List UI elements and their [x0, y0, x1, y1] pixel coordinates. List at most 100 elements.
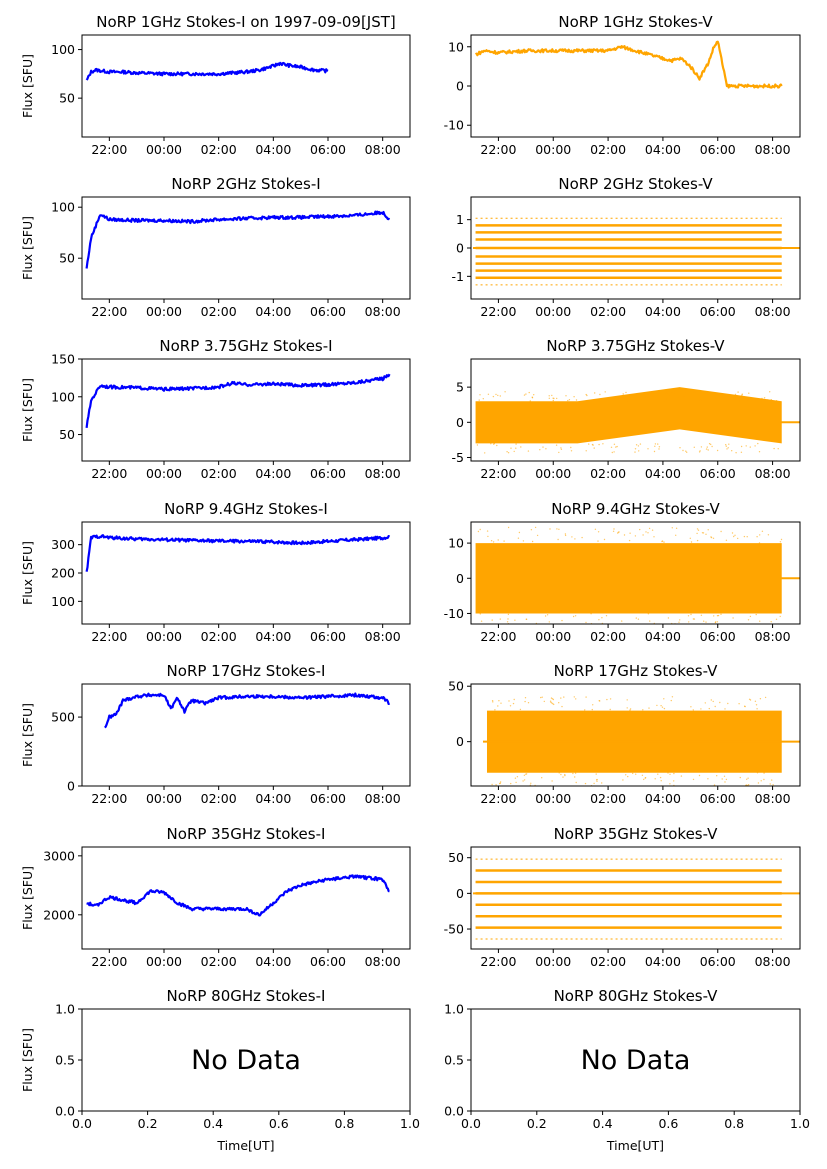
series-point: [493, 443, 495, 445]
series-point: [724, 708, 726, 710]
series-point: [595, 773, 597, 775]
x-tick-label: 0.2: [527, 1116, 547, 1131]
series-point: [597, 540, 599, 542]
chart-title: NoRP 17GHz Stokes-I: [167, 662, 326, 680]
series-point: [560, 448, 563, 450]
series-point: [613, 451, 615, 453]
series-point: [592, 444, 594, 446]
series-point: [575, 399, 578, 401]
x-tick-label: 00:00: [146, 142, 182, 157]
x-tick-label: 08:00: [365, 304, 401, 319]
series-point: [626, 699, 628, 701]
series-point: [747, 398, 749, 400]
series-point: [573, 396, 575, 398]
y-tick-label: 100: [51, 200, 75, 215]
plot-area: [473, 217, 800, 286]
y-tick-label: 50: [448, 850, 464, 865]
series-point: [573, 696, 575, 698]
series-point: [629, 532, 631, 534]
series-point: [531, 397, 534, 399]
series-point: [760, 780, 762, 782]
series-point: [495, 393, 497, 396]
series-point: [634, 535, 637, 537]
x-tick-label: 08:00: [365, 142, 401, 157]
series-point: [536, 534, 539, 537]
x-tick-label: 02:00: [201, 466, 237, 481]
x-tick-label: 04:00: [645, 304, 681, 319]
x-tick-label: 22:00: [480, 629, 516, 644]
panel-0: 22:00 00:00 02:00 04:00 06:00 08:00 50 100 NoRP …: [20, 13, 411, 157]
series-point: [543, 700, 545, 703]
chart-title: NoRP 80GHz Stokes-I: [167, 987, 326, 1005]
series-point: [585, 621, 587, 624]
series-point: [671, 696, 674, 698]
x-tick-label: 04:00: [255, 791, 291, 806]
series-point: [769, 783, 771, 785]
x-tick-label: 04:00: [645, 142, 681, 157]
series-point: [734, 393, 737, 396]
series-point: [761, 530, 764, 532]
series-point: [710, 699, 712, 701]
x-tick-label: 0.4: [203, 1116, 223, 1131]
series-point: [569, 626, 570, 627]
series-point: [560, 447, 562, 449]
series-point: [642, 398, 644, 401]
series-point: [515, 447, 517, 449]
series-point: [632, 772, 634, 775]
y-tick-label: 100: [51, 389, 75, 404]
series-point: [763, 397, 766, 399]
series-point: [725, 445, 727, 447]
series-point: [663, 541, 665, 543]
series-point: [565, 395, 567, 397]
series-point: [654, 443, 657, 445]
chart-title: NoRP 9.4GHz Stokes-V: [551, 500, 720, 518]
x-tick-label: 00:00: [535, 954, 571, 969]
series-point: [740, 395, 742, 397]
series-point: [772, 784, 774, 786]
series-point: [640, 399, 642, 402]
series-point: [704, 702, 706, 704]
series-point: [626, 400, 629, 402]
series-point: [745, 445, 747, 447]
series-point: [675, 527, 678, 529]
x-tick-label: 06:00: [700, 791, 736, 806]
series-point: [593, 782, 595, 785]
series-point: [696, 539, 699, 542]
series-point: [622, 393, 624, 395]
series-point: [487, 535, 489, 538]
series-point: [692, 618, 695, 620]
y-tick-label: 300: [51, 537, 75, 552]
series-point: [732, 626, 733, 627]
series-point: [590, 613, 592, 615]
series-point: [673, 772, 675, 775]
series-point: [707, 778, 709, 780]
series-point: [746, 536, 748, 538]
series-point: [754, 445, 756, 447]
series-point: [549, 528, 551, 530]
y-axis-label: Flux [SFU]: [20, 216, 35, 280]
y-tick-label: 0.0: [444, 1104, 464, 1119]
x-tick-label: 02:00: [590, 629, 626, 644]
no-data-note: No Data: [581, 1045, 691, 1076]
axes-frame: [81, 846, 411, 950]
series-point: [692, 709, 694, 711]
y-tick-label: 150: [51, 352, 75, 367]
series-point: [731, 532, 734, 534]
series-point: [705, 621, 707, 623]
series-point: [530, 782, 532, 784]
x-tick-label: 02:00: [201, 304, 237, 319]
series-point: [506, 451, 508, 453]
series-point: [693, 446, 695, 448]
panel-9: 22:00 00:00 02:00 04:00 06:00 08:00 0 50 NoRP 17…: [448, 662, 801, 806]
x-tick-label: 04:00: [645, 466, 681, 481]
series-point: [599, 700, 601, 702]
series-line: [85, 210, 391, 269]
x-axis-label: Time[UT]: [606, 1138, 664, 1153]
series-point: [747, 784, 750, 786]
series-point: [696, 532, 698, 535]
series-point: [507, 526, 510, 529]
series-point: [523, 779, 526, 781]
series-point: [644, 396, 646, 398]
x-tick-label: 02:00: [590, 142, 626, 157]
series-point: [507, 613, 510, 616]
